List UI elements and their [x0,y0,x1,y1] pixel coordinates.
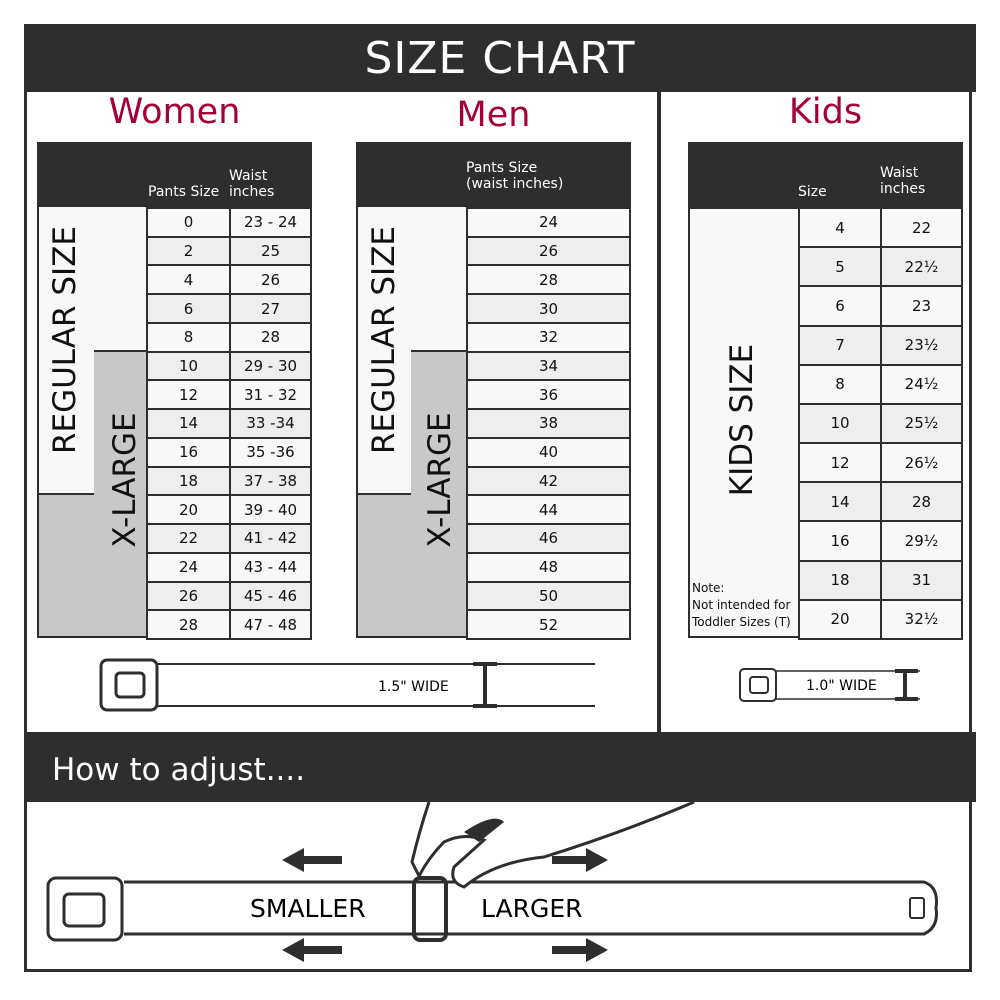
women-title: Women [108,92,241,132]
waist-cell: 22½ [880,246,963,288]
kids-size-cell: 16 [798,520,882,562]
waist-cell: 52 [466,609,631,640]
waist-cell: 34 [466,350,631,382]
pants-size-cell: 20 [146,494,231,526]
waist-cell: 26 [466,235,631,267]
header-size: Size [798,184,827,200]
page-title: SIZE CHART [24,24,976,92]
waist-cell: 35 -36 [229,436,312,468]
waist-cell: 41 - 42 [229,523,312,554]
waist-cell: 28 [229,321,312,353]
women-size-band [37,207,148,638]
header-waist-inches: Waist inches [229,168,275,200]
pants-size-cell: 14 [146,408,231,439]
women-header: Pants Size Waist inches [37,142,312,207]
waist-cell: 26½ [880,442,963,484]
belt-1-5-inch-illustration [99,658,595,712]
header-waist-inches: Waist inches [880,165,926,197]
waist-cell: 26 [229,264,312,296]
pants-size-cell: 22 [146,523,231,554]
waist-cell: 33 -34 [229,408,312,439]
section-divider [657,92,661,732]
kids-size-cell: 18 [798,559,882,601]
kids-header: Size Waist inches [688,142,963,207]
kids-size-cell: 10 [798,402,882,445]
men-header: Pants Size (waist inches) [356,142,631,207]
kids-title: Kids [788,92,863,132]
adjust-title: How to adjust.... [52,752,306,788]
waist-cell: 47 - 48 [229,609,312,640]
header-pants-size: Pants Size [148,184,220,200]
pants-size-cell: 18 [146,465,231,497]
waist-cell: 25 [229,235,312,267]
men-title: Men [456,95,531,135]
waist-cell: 29 - 30 [229,350,312,382]
smaller-label: SMALLER [250,894,366,923]
larger-label: LARGER [481,894,583,923]
waist-cell: 36 [466,379,631,411]
header-pants-size-waist: Pants Size (waist inches) [466,160,564,192]
belt-adjust-illustration [46,802,938,962]
kids-note: Note: Not intended for Toddler Sizes (T) [692,581,791,629]
waist-cell: 43 - 44 [229,551,312,583]
waist-cell: 32½ [880,598,963,640]
belt-1-0-inch-illustration [739,668,920,702]
waist-cell: 44 [466,494,631,526]
waist-cell: 24½ [880,363,963,405]
waist-cell: 23 - 24 [229,207,312,238]
outer-frame [24,24,972,972]
kids-belt-width: 1.0" WIDE [806,678,877,694]
women-belt-width: 1.5" WIDE [378,679,449,695]
men-size-band [356,207,468,638]
waist-cell: 40 [466,436,631,468]
